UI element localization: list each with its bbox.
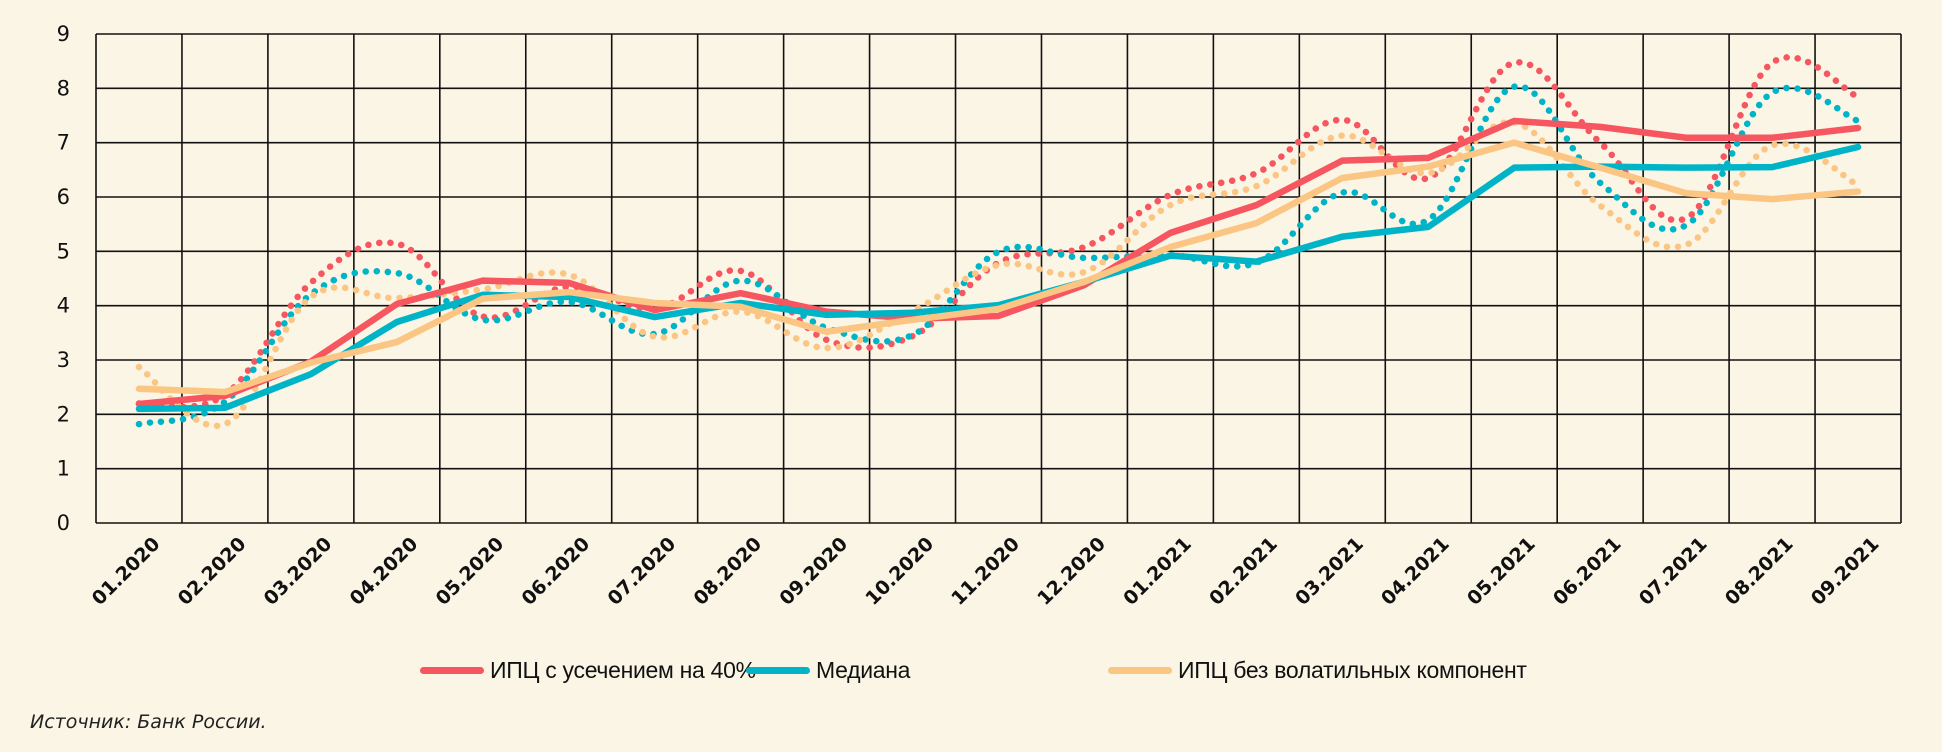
x-tick-label: 12.2020 bbox=[1033, 533, 1110, 610]
legend-item-trimmed-cpi: ИПЦ с усечением на 40% bbox=[420, 655, 756, 685]
x-tick-label: 03.2020 bbox=[260, 533, 337, 610]
x-tick-label: 06.2020 bbox=[518, 533, 595, 610]
legend-swatch-teal bbox=[746, 666, 810, 674]
legend-swatch-orange bbox=[1108, 666, 1172, 674]
x-tick-label: 11.2020 bbox=[947, 533, 1024, 610]
y-tick-label: 1 bbox=[57, 457, 70, 481]
chart-grid bbox=[95, 33, 1902, 524]
x-tick-label: 04.2021 bbox=[1377, 533, 1454, 610]
x-tick-label: 03.2021 bbox=[1291, 533, 1368, 610]
x-tick-label: 04.2020 bbox=[346, 533, 423, 610]
x-tick-label: 10.2020 bbox=[861, 533, 938, 610]
y-tick-label: 2 bbox=[57, 402, 70, 426]
source-note: Источник: Банк России. bbox=[30, 711, 267, 733]
x-axis-ticks: 01.2020 02.2020 03.2020 04.2020 05.2020 06.20… bbox=[88, 533, 1884, 610]
x-tick-label: 06.2021 bbox=[1549, 533, 1626, 610]
legend-label: ИПЦ без волатильных компонент bbox=[1178, 656, 1527, 683]
y-tick-label: 7 bbox=[57, 131, 70, 155]
x-tick-label: 02.2021 bbox=[1205, 533, 1282, 610]
y-tick-label: 8 bbox=[57, 76, 70, 100]
series-line-dotted bbox=[135, 54, 1862, 411]
y-tick-label: 9 bbox=[57, 22, 70, 46]
legend-item-median: Медиана bbox=[746, 655, 910, 685]
y-axis-ticks: 0 1 2 3 4 5 6 7 8 9 bbox=[57, 22, 70, 535]
y-tick-label: 0 bbox=[57, 511, 70, 535]
series-3-dotted bbox=[135, 54, 1862, 411]
y-tick-label: 5 bbox=[57, 239, 70, 263]
chart-legend: ИПЦ с усечением на 40% Медиана ИПЦ без в… bbox=[0, 655, 1942, 685]
x-tick-label: 08.2020 bbox=[689, 533, 766, 610]
x-tick-label: 09.2020 bbox=[775, 533, 852, 610]
y-tick-label: 4 bbox=[57, 294, 70, 318]
chart-series bbox=[135, 54, 1862, 430]
x-tick-label: 02.2020 bbox=[174, 533, 251, 610]
x-tick-label: 01.2021 bbox=[1119, 533, 1196, 610]
legend-label: ИПЦ с усечением на 40% bbox=[490, 656, 756, 683]
x-tick-label: 07.2020 bbox=[603, 533, 680, 610]
legend-item-core-cpi: ИПЦ без волатильных компонент bbox=[1108, 655, 1527, 685]
series-line-dotted bbox=[135, 83, 1862, 428]
legend-label: Медиана bbox=[816, 656, 911, 683]
x-tick-label: 05.2020 bbox=[432, 533, 509, 610]
x-tick-label: 01.2020 bbox=[88, 533, 165, 610]
x-tick-label: 08.2021 bbox=[1721, 533, 1798, 610]
series-1-solid bbox=[135, 143, 1862, 413]
y-tick-label: 3 bbox=[57, 348, 70, 372]
series-4-dotted bbox=[135, 83, 1862, 428]
y-tick-label: 6 bbox=[57, 185, 70, 209]
x-tick-label: 07.2021 bbox=[1635, 533, 1712, 610]
series-2-solid bbox=[135, 139, 1862, 396]
legend-swatch-red bbox=[420, 666, 484, 674]
series-line-dotted bbox=[135, 119, 1862, 430]
x-tick-label: 05.2021 bbox=[1463, 533, 1540, 610]
x-tick-label: 09.2021 bbox=[1807, 533, 1884, 610]
